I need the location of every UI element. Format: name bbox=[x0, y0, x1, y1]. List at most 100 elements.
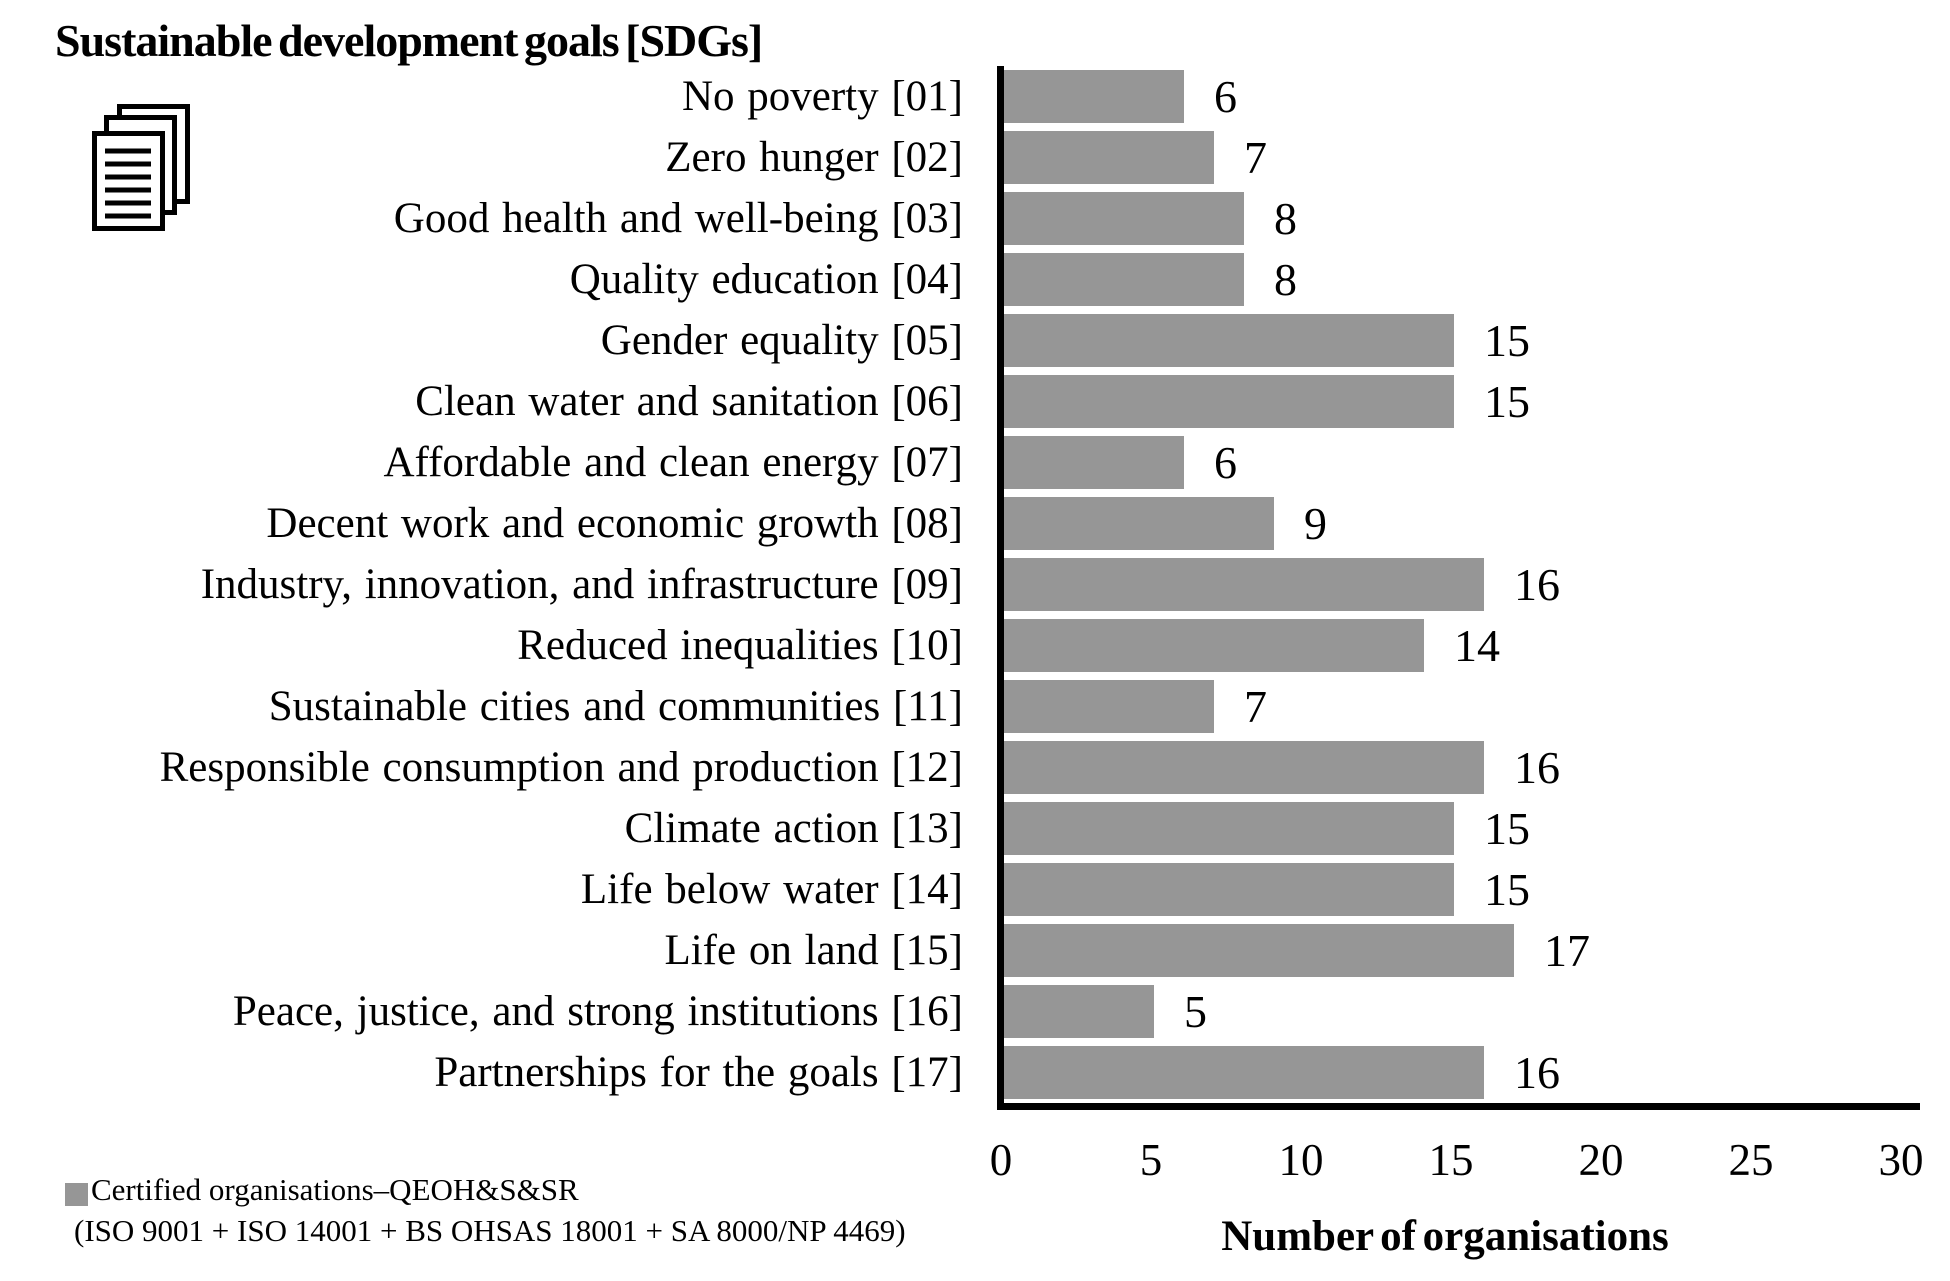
value-label: 9 bbox=[1304, 498, 1327, 549]
chart-row: Peace, justice, and strong institutions … bbox=[0, 981, 1950, 1042]
bar-area: 15 bbox=[1004, 314, 1530, 367]
chart-row: Life below water [14] 15 bbox=[0, 859, 1950, 920]
x-axis-line bbox=[997, 1103, 1920, 1110]
chart-row: Climate action [13] 15 bbox=[0, 798, 1950, 859]
bar-area: 8 bbox=[1004, 253, 1297, 306]
x-tick-label: 15 bbox=[1428, 1135, 1474, 1185]
value-label: 15 bbox=[1484, 315, 1530, 366]
bar-area: 17 bbox=[1004, 924, 1590, 977]
y-axis-line bbox=[997, 66, 1004, 1110]
bar bbox=[1004, 131, 1214, 184]
value-label: 6 bbox=[1214, 71, 1237, 122]
bar-area: 16 bbox=[1004, 558, 1560, 611]
value-label: 8 bbox=[1274, 193, 1297, 244]
bar bbox=[1004, 436, 1184, 489]
x-tick-label: 10 bbox=[1278, 1135, 1324, 1185]
category-label: Partnerships for the goals [17] bbox=[434, 1049, 963, 1096]
bar bbox=[1004, 680, 1214, 733]
chart-row: Reduced inequalities [10] 14 bbox=[0, 615, 1950, 676]
category-label: Life below water [14] bbox=[580, 866, 963, 913]
category-label: Life on land [15] bbox=[664, 927, 963, 974]
x-tick-label: 5 bbox=[1139, 1135, 1163, 1185]
bar bbox=[1004, 924, 1514, 977]
bar bbox=[1004, 314, 1454, 367]
bar bbox=[1004, 619, 1424, 672]
category-label: Quality education [04] bbox=[569, 256, 963, 303]
value-label: 7 bbox=[1244, 681, 1267, 732]
category-label: Climate action [13] bbox=[624, 805, 963, 852]
value-label: 16 bbox=[1514, 1047, 1560, 1098]
x-tick-label: 25 bbox=[1728, 1135, 1774, 1185]
chart-row: No poverty [01] 6 bbox=[0, 66, 1950, 127]
bar bbox=[1004, 802, 1454, 855]
value-label: 14 bbox=[1454, 620, 1500, 671]
category-label: Clean water and sanitation [06] bbox=[415, 378, 963, 425]
x-tick-label: 0 bbox=[989, 1135, 1013, 1185]
bar-area: 15 bbox=[1004, 802, 1530, 855]
bar-area: 9 bbox=[1004, 497, 1327, 550]
category-label: Reduced inequalities [10] bbox=[517, 622, 963, 669]
bar-rows: No poverty [01] 6 Zero hunger [02] 7 Good he… bbox=[0, 66, 1950, 1103]
x-tick-label: 20 bbox=[1578, 1135, 1624, 1185]
bar bbox=[1004, 497, 1274, 550]
chart-row: Sustainable cities and communities [11] 7 bbox=[0, 676, 1950, 737]
value-label: 16 bbox=[1514, 559, 1560, 610]
category-label: Peace, justice, and strong institutions … bbox=[232, 988, 963, 1035]
value-label: 8 bbox=[1274, 254, 1297, 305]
chart-row: Decent work and economic growth [08] 9 bbox=[0, 493, 1950, 554]
bar bbox=[1004, 558, 1484, 611]
chart-row: Clean water and sanitation [06] 15 bbox=[0, 371, 1950, 432]
value-label: 15 bbox=[1484, 803, 1530, 854]
bar-area: 7 bbox=[1004, 680, 1267, 733]
bar-area: 6 bbox=[1004, 70, 1237, 123]
value-label: 16 bbox=[1514, 742, 1560, 793]
value-label: 5 bbox=[1184, 986, 1207, 1037]
value-label: 17 bbox=[1544, 925, 1590, 976]
bar bbox=[1004, 1046, 1484, 1099]
bar bbox=[1004, 741, 1484, 794]
chart-row: Life on land [15] 17 bbox=[0, 920, 1950, 981]
bar-area: 14 bbox=[1004, 619, 1500, 672]
category-label: Affordable and clean energy [07] bbox=[383, 439, 964, 486]
legend-label-line2: (ISO 9001 + ISO 14001 + BS OHSAS 18001 +… bbox=[74, 1213, 906, 1248]
bar bbox=[1004, 253, 1244, 306]
chart-row: Zero hunger [02] 7 bbox=[0, 127, 1950, 188]
chart-row: Industry, innovation, and infrastructure… bbox=[0, 554, 1950, 615]
value-label: 7 bbox=[1244, 132, 1267, 183]
value-label: 6 bbox=[1214, 437, 1237, 488]
category-label: Industry, innovation, and infrastructure… bbox=[200, 561, 963, 608]
bar bbox=[1004, 375, 1454, 428]
bar-area: 8 bbox=[1004, 192, 1297, 245]
legend-label-line1: Certified organisations–QEOH&S&SR bbox=[91, 1172, 579, 1207]
bar-area: 6 bbox=[1004, 436, 1237, 489]
x-axis-title: Number of organisations bbox=[1221, 1213, 1669, 1260]
value-label: 15 bbox=[1484, 376, 1530, 427]
x-tick-label: 30 bbox=[1878, 1135, 1924, 1185]
bar bbox=[1004, 985, 1154, 1038]
chart-row: Affordable and clean energy [07] 6 bbox=[0, 432, 1950, 493]
bar-area: 16 bbox=[1004, 1046, 1560, 1099]
category-label: Good health and well-being [03] bbox=[393, 195, 963, 242]
chart-row: Good health and well-being [03] 8 bbox=[0, 188, 1950, 249]
bar-area: 15 bbox=[1004, 375, 1530, 428]
x-axis-ticks: 0 5 10 15 20 25 30 bbox=[0, 1134, 1950, 1194]
legend-marker bbox=[65, 1183, 88, 1206]
bar-area: 7 bbox=[1004, 131, 1267, 184]
value-label: 15 bbox=[1484, 864, 1530, 915]
category-label: Zero hunger [02] bbox=[665, 134, 963, 181]
chart-title: Sustainable development goals [SDGs] bbox=[55, 15, 763, 66]
category-label: No poverty [01] bbox=[681, 73, 963, 120]
chart-row: Gender equality [05] 15 bbox=[0, 310, 1950, 371]
bar-area: 15 bbox=[1004, 863, 1530, 916]
chart-row: Partnerships for the goals [17] 16 bbox=[0, 1042, 1950, 1103]
category-label: Gender equality [05] bbox=[600, 317, 963, 364]
category-label: Responsible consumption and production [… bbox=[159, 744, 963, 791]
stacked-documents-icon bbox=[88, 93, 190, 238]
bar-area: 16 bbox=[1004, 741, 1560, 794]
bar-area: 5 bbox=[1004, 985, 1207, 1038]
bar bbox=[1004, 863, 1454, 916]
bar bbox=[1004, 70, 1184, 123]
category-label: Decent work and economic growth [08] bbox=[266, 500, 963, 547]
category-label: Sustainable cities and communities [11] bbox=[268, 683, 963, 730]
